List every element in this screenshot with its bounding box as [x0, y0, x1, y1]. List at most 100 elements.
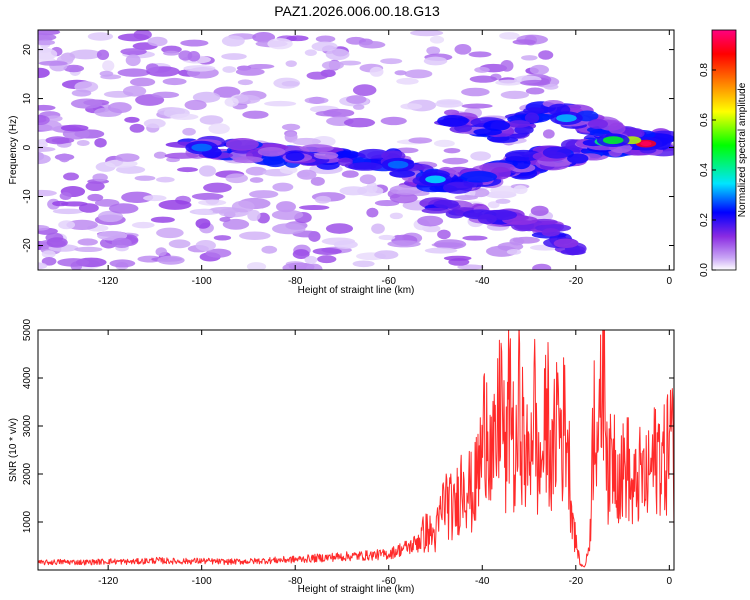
noise-speckle [530, 205, 549, 216]
noise-speckle [38, 33, 57, 42]
noise-speckle [542, 129, 555, 139]
noise-speckle [249, 177, 264, 183]
noise-speckle [59, 192, 72, 201]
noise-speckle [366, 207, 379, 218]
noise-speckle [145, 63, 159, 73]
noise-speckle [182, 127, 196, 136]
noise-speckle [292, 249, 310, 259]
noise-speckle [310, 176, 325, 186]
noise-speckle [429, 35, 445, 44]
noise-speckle [38, 47, 53, 53]
noise-speckle [538, 50, 554, 60]
x-tick-label: -100 [192, 276, 212, 287]
noise-speckle [264, 100, 297, 107]
noise-speckle [74, 246, 103, 253]
noise-speckle [281, 80, 300, 87]
noise-speckle [252, 32, 276, 43]
noise-speckle [38, 60, 68, 66]
snr-series-line [38, 330, 674, 568]
noise-speckle [352, 84, 377, 96]
noise-speckle [177, 167, 198, 173]
noise-speckle [45, 115, 63, 122]
noise-speckle [235, 67, 265, 76]
noise-speckle [304, 255, 318, 264]
noise-speckle [237, 79, 253, 86]
noise-speckle [111, 237, 132, 249]
noise-speckle [423, 56, 448, 66]
noise-speckle [195, 239, 216, 251]
x-tick-label: -20 [569, 576, 584, 587]
noise-speckle [57, 258, 90, 267]
upper-branch-blob [524, 112, 540, 124]
noise-speckle [38, 224, 50, 231]
noise-speckle [454, 44, 472, 55]
noise-speckle [219, 217, 231, 222]
noise-speckle [339, 186, 368, 196]
noise-speckle [297, 169, 317, 180]
noise-speckle [359, 174, 377, 185]
noise-speckle [499, 32, 520, 40]
noise-speckle [63, 172, 79, 181]
noise-speckle [108, 203, 139, 214]
noise-speckle [203, 182, 232, 193]
noise-speckle [66, 219, 98, 230]
noise-speckle [461, 103, 493, 109]
lower-branch-blob [421, 207, 451, 214]
noise-speckle [341, 170, 359, 178]
noise-speckle [306, 71, 329, 80]
colorbar-tick-label: 0.2 [699, 213, 710, 227]
noise-speckle [205, 248, 232, 258]
main-track-blob [389, 169, 416, 178]
noise-speckle [366, 182, 378, 194]
x-tick-label: -20 [569, 276, 584, 287]
upper-branch-blob [437, 114, 469, 127]
noise-speckle [352, 260, 375, 268]
noise-speckle [339, 60, 362, 66]
noise-speckle [208, 123, 230, 135]
heatmap-y-ticks: -20 -10 0 10 20 [22, 44, 674, 253]
main-track-blob [257, 146, 286, 157]
noise-speckle [156, 176, 175, 183]
colorbar-ticks: 0.0 0.2 0.4 0.6 0.8 [699, 63, 716, 277]
noise-speckle [87, 193, 104, 202]
noise-speckle [96, 49, 110, 60]
snr-xlabel: Height of straight line (km) [298, 584, 415, 595]
noise-speckle [543, 83, 559, 90]
x-tick-label: -40 [475, 576, 490, 587]
noise-speckle [155, 247, 167, 257]
peak-core [556, 114, 577, 123]
noise-speckle [462, 235, 488, 241]
noise-speckle [506, 248, 522, 255]
noise-speckle [343, 117, 376, 128]
noise-speckle [371, 223, 385, 234]
noise-speckle [158, 199, 192, 210]
noise-speckle [261, 245, 278, 254]
noise-speckle [346, 95, 367, 104]
noise-speckle [245, 166, 267, 176]
heatmap-ylabel: Frequency (Hz) [8, 116, 19, 185]
noise-speckle [120, 48, 147, 56]
colorbar-tick-label: 0.8 [699, 63, 710, 77]
noise-speckle [500, 90, 530, 99]
noise-speckle [281, 123, 301, 131]
noise-speckle [163, 50, 180, 56]
noise-speckle [63, 64, 85, 73]
noise-speckle [520, 79, 551, 86]
noise-speckle [92, 173, 108, 182]
noise-speckle [143, 118, 166, 129]
noise-speckle [129, 77, 156, 87]
main-track-blob [337, 157, 353, 167]
noise-speckle [157, 255, 185, 265]
heatmap-frame [37, 29, 675, 271]
noise-speckle [380, 116, 407, 126]
noise-speckle [315, 35, 336, 43]
noise-speckle [121, 191, 154, 203]
noise-speckle [443, 255, 472, 261]
noise-speckle [454, 195, 478, 201]
noise-speckle [246, 262, 267, 270]
noise-speckle [272, 223, 306, 235]
x-tick-label: -80 [288, 576, 303, 587]
noise-speckle [225, 173, 248, 184]
noise-speckle [317, 255, 337, 264]
noise-speckle [374, 250, 399, 260]
